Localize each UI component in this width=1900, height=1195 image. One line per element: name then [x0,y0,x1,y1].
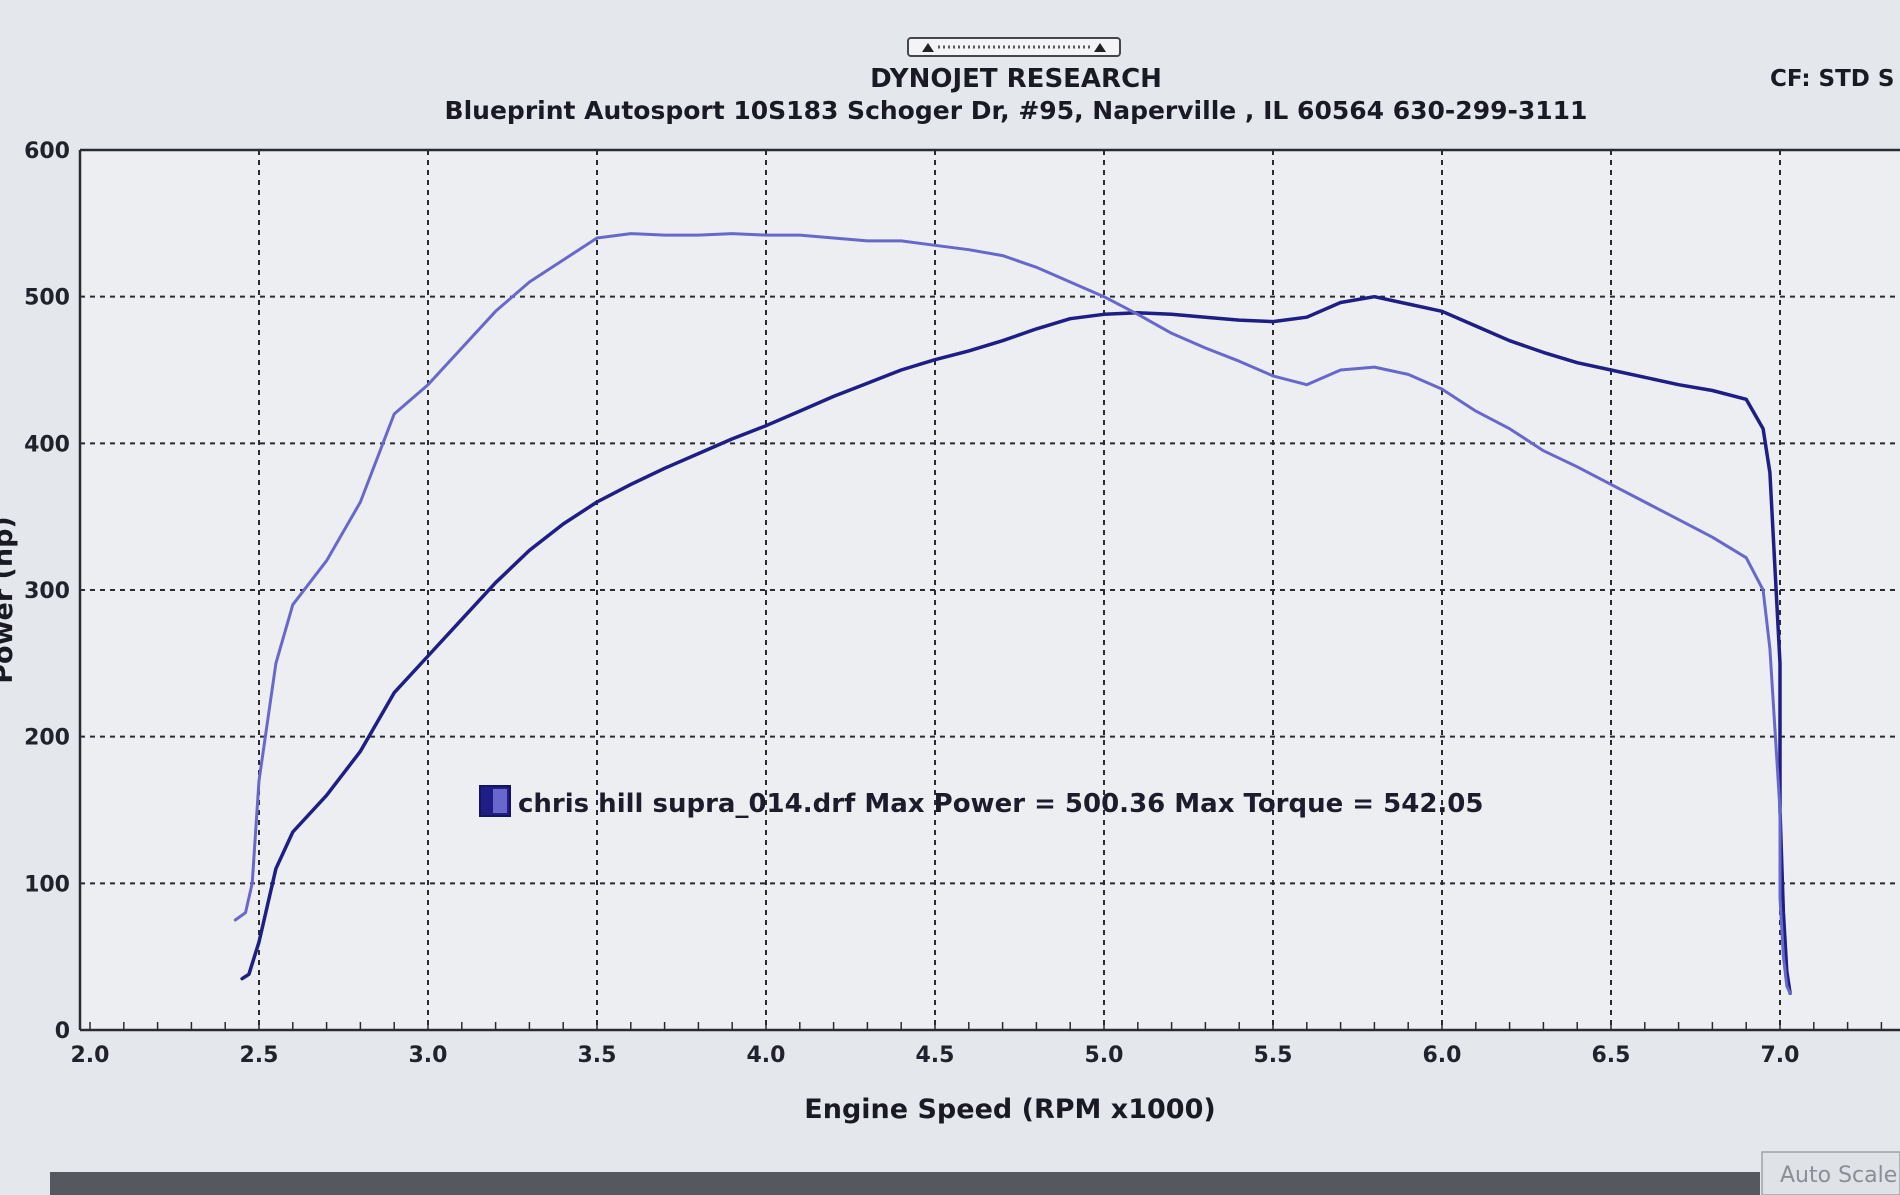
y-tick-label: 600 [24,139,70,164]
top-scroll-handle[interactable] [907,37,1121,57]
auto-scale-label: Auto Scale [1780,1163,1897,1188]
x-axis-minor-ticks [89,1022,1883,1030]
power-curve [240,294,1792,996]
x-tick-label: 2.0 [71,1043,110,1068]
x-tick-label: 7.0 [1761,1043,1800,1068]
x-tick-label: 4.5 [916,1043,955,1068]
x-axis-tick-labels: 2.0 2.5 3.0 3.5 4.0 4.5 5.0 5.5 6.0 6.5 7.0 [71,1043,1800,1068]
legend-text: chris hill supra_014.drf Max Power = 500… [518,789,1483,819]
y-tick-label: 100 [24,872,70,897]
series-layer [233,232,1792,996]
chart-subtitle: Blueprint Autosport 10S183 Schoger Dr, #… [445,96,1588,125]
y-tick-label: 200 [24,726,70,751]
y-tick-label: 0 [55,1019,70,1044]
auto-scale-button[interactable] [1761,1151,1900,1195]
y-tick-label: 400 [24,432,70,457]
y-axis-title: Power (hp) [0,516,19,684]
chart-title: DYNOJET RESEARCH [870,64,1162,94]
x-tick-label: 4.0 [747,1043,786,1068]
legend-swatch-highlight [493,789,507,813]
x-tick-label: 5.0 [1085,1043,1124,1068]
bottom-toolbar [50,1172,1760,1195]
correction-factor-label: CF: STD S [1770,66,1894,92]
x-tick-label: 6.0 [1423,1043,1462,1068]
x-tick-label: 3.0 [409,1043,448,1068]
chart-grid [80,150,1900,1030]
y-axis-tick-labels: 0 100 200 300 400 500 600 [24,139,70,1044]
x-tick-label: 5.5 [1254,1043,1293,1068]
torque-curve [233,232,1792,995]
x-axis-title: Engine Speed (RPM x1000) [804,1094,1215,1125]
x-tick-label: 2.5 [240,1043,279,1068]
x-tick-label: 3.5 [578,1043,617,1068]
y-tick-label: 500 [24,286,70,311]
x-tick-label: 6.5 [1592,1043,1631,1068]
chart-legend: chris hill supra_014.drf Max Power = 500… [479,785,1483,819]
y-tick-label: 300 [24,579,70,604]
